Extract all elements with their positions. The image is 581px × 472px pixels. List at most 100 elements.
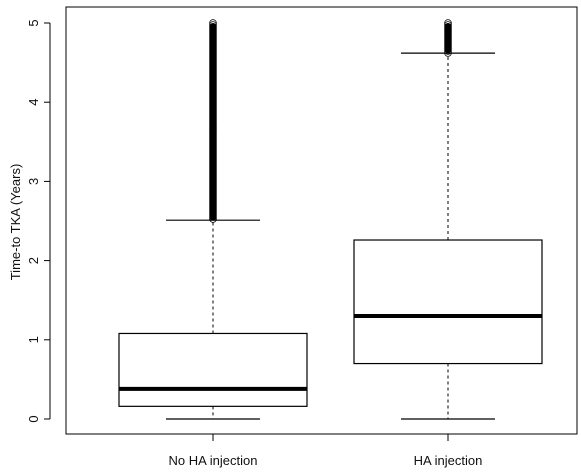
outlier-point (209, 207, 217, 215)
outlier-point (209, 45, 217, 53)
outlier-point (209, 47, 217, 55)
outlier-point (209, 215, 217, 223)
outlier-point (444, 27, 452, 35)
y-tick-label: 5 (26, 19, 41, 26)
box-group (353, 19, 543, 420)
outlier-point (209, 71, 217, 79)
outlier-point (209, 79, 217, 87)
outlier-point (209, 27, 217, 35)
x-tick-label: HA injection (414, 453, 483, 468)
outlier-point (209, 163, 217, 171)
outlier-point (209, 157, 217, 165)
outlier-point (209, 133, 217, 141)
outlier-point (444, 47, 452, 55)
outlier-point (209, 117, 217, 125)
outlier-point (209, 171, 217, 179)
outlier-point (444, 37, 452, 45)
outlier-point (209, 73, 217, 81)
outlier-point (209, 21, 217, 29)
outlier-point (209, 51, 217, 59)
outlier-point (444, 45, 452, 53)
outlier-point (209, 107, 217, 115)
outlier-point (444, 41, 452, 49)
outlier-point (209, 115, 217, 123)
outlier-point (209, 55, 217, 63)
outlier-point (209, 63, 217, 71)
outlier-point (209, 105, 217, 113)
outlier-point (444, 31, 452, 39)
outlier-point (209, 149, 217, 157)
outlier-point (444, 23, 452, 31)
outlier-point (209, 165, 217, 173)
outlier-point (209, 139, 217, 147)
outlier-point (209, 87, 217, 95)
y-tick-label: 3 (26, 178, 41, 185)
outlier-point (209, 155, 217, 163)
outlier-point (209, 205, 217, 213)
outlier-point (209, 209, 217, 217)
outlier-point (209, 131, 217, 139)
outlier-point (209, 175, 217, 183)
outlier-point (209, 91, 217, 99)
outlier-point (209, 67, 217, 75)
outlier-point (209, 179, 217, 187)
y-axis-title: Time-to TKA (Years) (8, 164, 23, 281)
outlier-point (209, 201, 217, 209)
outlier-point (209, 89, 217, 97)
outlier-point (209, 187, 217, 195)
outlier-point (209, 93, 217, 101)
x-tick-label: No HA injection (169, 453, 258, 468)
outlier-point (209, 41, 217, 49)
outlier-point (209, 33, 217, 41)
outlier-point (209, 97, 217, 105)
outlier-point (209, 185, 217, 193)
outlier-point (209, 31, 217, 39)
outlier-point (209, 101, 217, 109)
iqr-box (118, 332, 308, 407)
outlier-point (209, 39, 217, 47)
box-group (118, 19, 308, 420)
outlier-point (444, 43, 452, 51)
outlier-point (209, 169, 217, 177)
outlier-point (209, 167, 217, 175)
outlier-point (209, 99, 217, 107)
outlier-point (209, 177, 217, 185)
outlier-point (209, 159, 217, 167)
outlier-point (209, 65, 217, 73)
outlier-point (209, 119, 217, 127)
outlier-point (209, 189, 217, 197)
outlier-point (444, 19, 452, 27)
outlier-point (209, 43, 217, 51)
outlier-point (209, 137, 217, 145)
outlier-point (209, 85, 217, 93)
outlier-point (444, 49, 452, 57)
outlier-point (209, 151, 217, 159)
outlier-point (209, 203, 217, 211)
outlier-point (209, 153, 217, 161)
x-axis: No HA injection HA injection (169, 433, 483, 468)
outlier-point (209, 111, 217, 119)
outlier-point (209, 183, 217, 191)
y-tick-label: 2 (26, 257, 41, 264)
outlier-point (209, 121, 217, 129)
outlier-point (209, 173, 217, 181)
outlier-point (209, 53, 217, 61)
outlier-point (209, 23, 217, 31)
outlier-point (209, 181, 217, 189)
outlier-point (209, 25, 217, 33)
outlier-point (444, 39, 452, 47)
outlier-point (209, 69, 217, 77)
outlier-point (209, 113, 217, 121)
outlier-point (209, 81, 217, 89)
outlier-point (444, 35, 452, 43)
outlier-point (209, 147, 217, 155)
outlier-point (209, 199, 217, 207)
outlier-point (209, 213, 217, 221)
outlier-point (209, 61, 217, 69)
outlier-point (209, 37, 217, 45)
outlier-point (444, 25, 452, 33)
y-tick-label: 4 (26, 99, 41, 106)
outlier-point (209, 141, 217, 149)
outlier-point (209, 95, 217, 103)
